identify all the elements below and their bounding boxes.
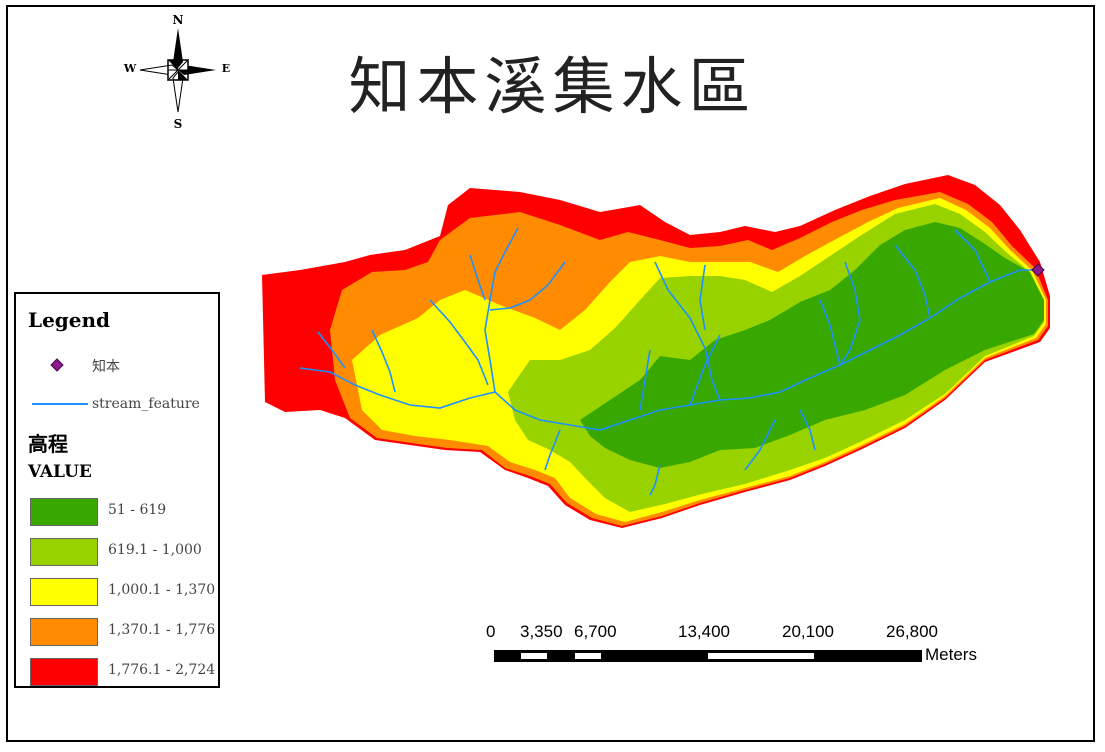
map-legend: Legend 知本 stream_feature 高程 VALUE 51 - 6… [14, 292, 220, 688]
scale-tick-4: 20,100 [782, 622, 834, 641]
west-label: W [123, 62, 137, 75]
scale-bar-graphic [494, 650, 922, 662]
compass-rose-icon: N S W E [123, 13, 230, 130]
scale-tick-5: 26,800 [886, 622, 938, 641]
stream-line-icon [32, 403, 88, 405]
outlet-point-marker [1031, 263, 1045, 277]
map-title: 知本溪集水區 [348, 50, 757, 123]
scale-units: Meters [925, 645, 977, 664]
class-4-label: 1,370.1 - 1,776 [108, 622, 216, 638]
south-label: S [174, 117, 183, 130]
east-label: E [222, 62, 230, 75]
legend-raster-title: 高程 [28, 432, 68, 456]
stream-network [299, 227, 1035, 496]
class-1-label: 51 - 619 [108, 502, 167, 518]
swatch-class-3 [30, 578, 98, 606]
class-3-label: 1,000.1 - 1,370 [108, 582, 216, 598]
swatch-class-2 [30, 538, 98, 566]
legend-value-title: VALUE [28, 462, 92, 482]
swatch-class-4 [30, 618, 98, 646]
elevation-class-1 [580, 222, 1044, 468]
scale-bar: 0 3,350 6,700 13,400 20,100 26,800 Meter… [486, 622, 1006, 667]
scale-tick-3: 13,400 [678, 622, 730, 641]
scale-tick-1: 3,350 [520, 622, 563, 641]
swatch-class-5 [30, 658, 98, 686]
scale-tick-2: 6,700 [574, 622, 617, 641]
legend-point-label: 知本 [92, 359, 120, 375]
legend-stream-label: stream_feature [92, 396, 200, 412]
class-2-label: 619.1 - 1,000 [108, 542, 202, 558]
legend-heading: Legend [28, 308, 111, 332]
scale-tick-0: 0 [486, 622, 496, 641]
class-5-label: 1,776.1 - 2,724 [108, 662, 216, 678]
north-label: N [173, 13, 184, 27]
point-symbol-icon [50, 358, 64, 372]
swatch-class-1 [30, 498, 98, 526]
